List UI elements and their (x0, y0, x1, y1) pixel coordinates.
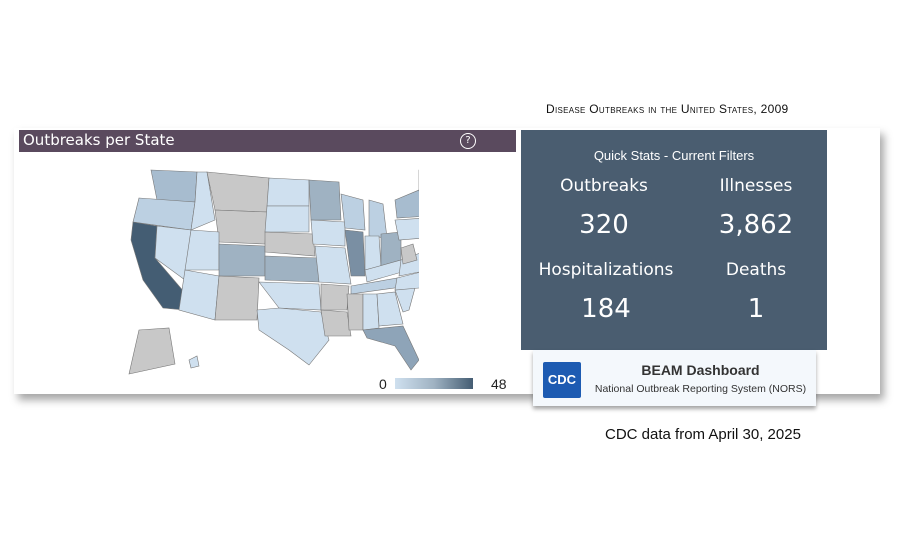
state-ga (376, 291, 404, 327)
state-ks (264, 255, 320, 283)
state-in (364, 235, 382, 271)
state-mo (314, 245, 352, 285)
state-sd (264, 205, 310, 233)
state-id (190, 171, 216, 231)
state-ms (346, 293, 364, 331)
state-mn (308, 179, 342, 221)
state-ak (128, 327, 176, 375)
stat-value: 320 (579, 210, 629, 240)
stat-outbreaks: Outbreaks 320 (549, 176, 659, 240)
question-circle-icon[interactable]: ? (460, 133, 476, 149)
state-co (218, 243, 266, 277)
map-panel: Outbreaks per State ? (19, 130, 516, 393)
state-la (320, 309, 352, 337)
state-nm (214, 275, 260, 321)
cdc-banner-subtitle: National Outbreak Reporting System (NORS… (594, 383, 807, 395)
state-ne (264, 231, 316, 257)
state-ut (184, 229, 220, 271)
state-nd (266, 177, 310, 207)
stat-label: Outbreaks (560, 176, 648, 196)
state-wv (400, 243, 418, 265)
legend-min: 0 (379, 376, 387, 392)
legend-gradient-bar (395, 378, 473, 389)
stat-label: Deaths (725, 260, 787, 280)
cdc-banner[interactable]: CDC BEAM Dashboard National Outbreak Rep… (533, 350, 816, 406)
stat-value: 1 (747, 294, 765, 324)
state-ar (320, 283, 350, 311)
caption-bottom: CDC data from April 30, 2025 (605, 426, 801, 443)
state-al (362, 293, 380, 331)
state-pa (394, 218, 419, 241)
cdc-banner-title: BEAM Dashboard (641, 362, 760, 378)
legend-max: 48 (491, 376, 507, 392)
state-wi (340, 193, 366, 231)
quick-stats-panel: Quick Stats - Current Filters Outbreaks … (521, 130, 827, 350)
state-ia (310, 219, 346, 247)
state-nc (394, 272, 419, 291)
state-il (344, 229, 366, 277)
stat-illnesses: Illnesses 3,862 (701, 176, 811, 240)
state-wy (214, 209, 268, 245)
state-mi (368, 199, 388, 239)
state-wa (150, 169, 198, 203)
stat-value: 3,862 (718, 210, 794, 240)
stat-hospitalizations: Hospitalizations 184 (531, 260, 681, 324)
us-choropleth-map[interactable] (119, 160, 419, 380)
map-header: Outbreaks per State ? (19, 130, 516, 152)
state-ok (258, 281, 322, 311)
state-az (178, 269, 220, 321)
caption-top: Disease Outbreaks in the United States, … (546, 102, 789, 116)
stat-value: 184 (581, 294, 631, 324)
state-mt (206, 171, 270, 213)
state-ny (394, 189, 419, 219)
stat-label: Illnesses (719, 176, 793, 196)
state-hi (188, 355, 200, 369)
cdc-logo-icon: CDC (543, 362, 581, 398)
stat-deaths: Deaths 1 (701, 260, 811, 324)
quick-stats-title: Quick Stats - Current Filters (593, 148, 755, 163)
map-title: Outbreaks per State (23, 131, 175, 149)
state-fl (362, 325, 419, 371)
state-tx (256, 307, 330, 366)
stat-label: Hospitalizations (538, 260, 674, 280)
